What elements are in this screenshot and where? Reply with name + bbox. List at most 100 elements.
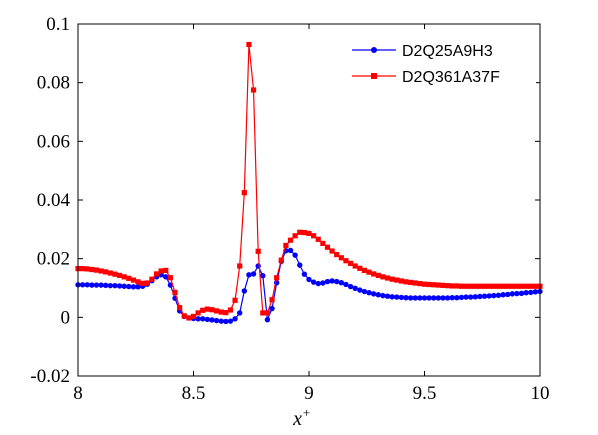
point-d2q25a9h3 — [264, 316, 271, 323]
y-tick-label: 0.1 — [46, 14, 70, 35]
y-tick-label: -0.02 — [30, 366, 70, 387]
point-d2q361a37f — [204, 306, 210, 312]
point-d2q361a37f — [93, 267, 100, 273]
point-d2q361a37f — [200, 307, 206, 313]
series-d2q361a37f — [75, 41, 543, 321]
point-d2q361a37f — [144, 280, 150, 286]
x-axis-title: x+ — [292, 405, 311, 430]
point-d2q25a9h3 — [232, 316, 238, 322]
point-d2q361a37f — [246, 41, 252, 48]
point-d2q361a37f — [232, 297, 238, 303]
point-d2q361a37f — [250, 87, 257, 93]
point-d2q25a9h3 — [84, 282, 90, 288]
point-d2q25a9h3 — [481, 293, 488, 299]
point-d2q25a9h3 — [472, 294, 479, 300]
point-d2q361a37f — [491, 283, 497, 289]
ticks-layer: 8 8.5 9 9.5 10 -0.02 0 0.02 0.04 0.06 0.08 0.1 — [30, 14, 549, 404]
point-d2q361a37f — [320, 240, 326, 247]
point-d2q361a37f — [112, 271, 118, 277]
point-d2q361a37f — [237, 263, 243, 269]
point-d2q25a9h3 — [384, 293, 391, 299]
point-d2q25a9h3 — [246, 272, 252, 278]
series-layer — [75, 41, 543, 325]
point-d2q25a9h3 — [112, 282, 118, 289]
point-d2q361a37f — [301, 229, 307, 236]
y-tick-label: 0.08 — [37, 73, 70, 94]
point-d2q361a37f — [329, 248, 335, 254]
point-d2q361a37f — [283, 242, 289, 249]
point-d2q25a9h3 — [352, 285, 358, 291]
point-d2q25a9h3 — [301, 271, 308, 277]
point-d2q361a37f — [103, 269, 109, 275]
point-d2q361a37f — [315, 236, 321, 242]
point-d2q25a9h3 — [407, 295, 414, 301]
point-d2q361a37f — [80, 266, 86, 272]
point-d2q25a9h3 — [329, 278, 335, 284]
point-d2q361a37f — [241, 190, 247, 196]
point-d2q25a9h3 — [361, 288, 368, 295]
point-d2q25a9h3 — [357, 287, 363, 293]
legend-label-d2q361a37f: D2Q361A37F — [402, 69, 500, 86]
point-d2q25a9h3 — [532, 289, 539, 295]
point-d2q361a37f — [338, 255, 344, 261]
point-d2q361a37f — [89, 266, 95, 273]
point-d2q25a9h3 — [260, 272, 266, 279]
point-d2q25a9h3 — [380, 292, 386, 299]
x-tick-label: 9.5 — [413, 383, 437, 404]
point-d2q361a37f — [158, 268, 164, 274]
point-d2q361a37f — [278, 257, 284, 263]
point-d2q25a9h3 — [116, 283, 123, 289]
point-d2q25a9h3 — [338, 280, 345, 286]
point-d2q25a9h3 — [491, 292, 497, 299]
point-d2q25a9h3 — [509, 291, 515, 297]
point-d2q361a37f — [454, 283, 460, 289]
point-d2q361a37f — [371, 271, 377, 277]
point-d2q25a9h3 — [79, 282, 86, 288]
point-d2q361a37f — [292, 233, 298, 239]
point-d2q25a9h3 — [241, 288, 248, 294]
point-d2q361a37f — [389, 276, 395, 282]
point-d2q361a37f — [394, 277, 400, 283]
point-d2q361a37f — [528, 283, 534, 289]
point-d2q361a37f — [177, 305, 183, 311]
point-d2q361a37f — [255, 248, 261, 254]
point-d2q361a37f — [121, 274, 127, 280]
point-d2q361a37f — [186, 315, 192, 321]
point-d2q25a9h3 — [449, 294, 455, 301]
point-d2q25a9h3 — [297, 262, 303, 268]
point-d2q25a9h3 — [250, 271, 257, 277]
point-d2q361a37f — [435, 282, 441, 288]
point-d2q25a9h3 — [495, 292, 502, 299]
y-tick-label: 0.06 — [37, 131, 70, 152]
point-d2q361a37f — [269, 297, 275, 303]
point-d2q25a9h3 — [315, 280, 321, 287]
point-d2q361a37f — [421, 281, 428, 287]
point-d2q361a37f — [505, 283, 511, 289]
point-d2q25a9h3 — [126, 283, 132, 290]
point-d2q25a9h3 — [121, 283, 127, 289]
point-d2q361a37f — [380, 274, 386, 280]
x-tick-label: 9 — [304, 383, 314, 404]
point-d2q361a37f — [214, 308, 220, 314]
point-d2q25a9h3 — [375, 292, 381, 298]
point-d2q361a37f — [375, 272, 381, 278]
point-d2q25a9h3 — [306, 276, 312, 283]
point-d2q25a9h3 — [93, 282, 100, 288]
point-d2q361a37f — [297, 229, 303, 235]
point-d2q25a9h3 — [237, 310, 243, 316]
point-d2q361a37f — [468, 283, 474, 289]
point-d2q25a9h3 — [89, 282, 95, 288]
point-d2q361a37f — [324, 244, 331, 250]
point-d2q361a37f — [126, 275, 132, 281]
point-d2q361a37f — [107, 270, 113, 276]
point-d2q361a37f — [223, 310, 229, 316]
point-d2q361a37f — [463, 283, 469, 289]
point-d2q361a37f — [495, 283, 502, 289]
point-d2q25a9h3 — [204, 316, 211, 323]
point-d2q25a9h3 — [454, 294, 460, 301]
point-d2q361a37f — [195, 310, 201, 316]
point-d2q25a9h3 — [320, 280, 326, 286]
point-d2q361a37f — [398, 278, 404, 284]
legend-marker-d2q25a9h3 — [371, 47, 377, 53]
point-d2q25a9h3 — [440, 295, 446, 301]
